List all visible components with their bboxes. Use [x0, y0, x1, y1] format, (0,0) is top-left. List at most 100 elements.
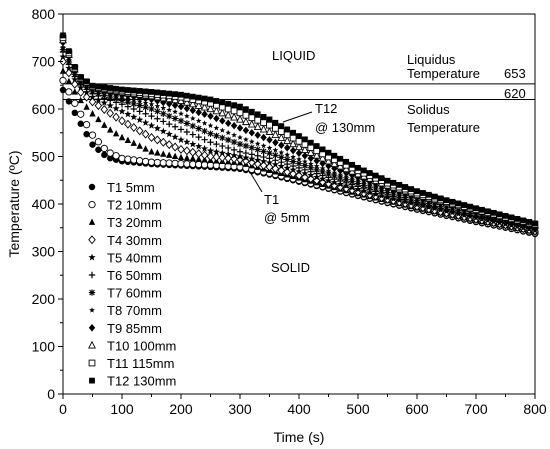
data-point [254, 140, 261, 147]
data-point [343, 158, 350, 165]
y-axis: 0 100 200 300 400 500 600 700 800 [32, 6, 63, 402]
data-point [172, 108, 178, 115]
data-point [207, 112, 214, 120]
data-point [118, 133, 126, 141]
data-point [213, 114, 220, 123]
data-point [154, 108, 161, 115]
data-point [189, 147, 197, 157]
data-point [349, 161, 355, 168]
data-point [166, 106, 173, 113]
data-point [319, 168, 326, 176]
data-point [272, 138, 279, 147]
data-point [184, 92, 190, 99]
legend-marker [88, 235, 96, 245]
x-tick-label: 500 [346, 401, 370, 417]
data-point [166, 151, 173, 158]
data-point [201, 95, 208, 102]
data-point [106, 101, 114, 109]
legend-marker [88, 271, 96, 279]
data-point [236, 154, 244, 164]
data-point [166, 112, 173, 120]
data-point [153, 158, 162, 167]
legend-marker [88, 218, 96, 225]
data-point [360, 182, 368, 189]
legend-label: T7 60mm [107, 286, 162, 301]
data-point [172, 91, 178, 98]
data-point [313, 163, 320, 169]
data-point [313, 166, 320, 174]
data-point [242, 153, 250, 161]
data-point [302, 158, 308, 165]
data-point [300, 145, 309, 154]
data-point [266, 144, 273, 151]
data-point [195, 142, 203, 150]
data-point [130, 113, 138, 121]
data-point [89, 110, 96, 117]
data-point [284, 126, 291, 133]
data-point [254, 156, 262, 164]
data-point [342, 183, 350, 193]
data-point [124, 110, 132, 118]
data-point [59, 86, 67, 94]
data-point [301, 162, 309, 169]
data-point [272, 152, 279, 159]
y-tick-label: 400 [32, 196, 56, 212]
data-point [153, 135, 162, 145]
legend-label: T6 50mm [107, 268, 162, 283]
data-point [166, 120, 173, 128]
data-point [142, 145, 149, 152]
solidus-value-label: 620 [504, 86, 526, 101]
data-point [324, 156, 333, 165]
data-point [278, 149, 285, 155]
data-point [195, 155, 202, 162]
data-point [490, 209, 497, 216]
data-point [165, 159, 173, 167]
data-point [130, 156, 138, 164]
data-point [177, 159, 185, 168]
data-point [112, 112, 120, 122]
data-point [230, 107, 238, 115]
data-point [213, 140, 220, 148]
data-point [118, 97, 126, 104]
data-point [407, 195, 415, 203]
data-point [289, 158, 297, 165]
data-point [295, 149, 303, 157]
legend-item: T5 40mm [88, 250, 162, 265]
data-point [390, 191, 397, 198]
data-point [313, 157, 320, 165]
data-point [266, 116, 273, 123]
data-point [254, 152, 261, 159]
data-point [148, 95, 155, 104]
data-point [253, 122, 262, 131]
data-point [265, 127, 274, 135]
data-point [225, 129, 232, 136]
data-point [473, 205, 479, 212]
data-point [59, 46, 67, 53]
y-tick-label: 500 [32, 149, 56, 165]
legend-label: T4 30mm [107, 233, 162, 248]
data-point [165, 130, 173, 138]
data-point [136, 116, 144, 123]
legend-marker [89, 377, 95, 384]
y-tick-label: 200 [32, 291, 56, 307]
data-point [278, 141, 285, 149]
data-point [225, 136, 232, 144]
data-point [201, 110, 208, 119]
x-tick-label: 400 [287, 401, 311, 417]
y-tick-label: 0 [47, 386, 55, 402]
data-point [230, 138, 238, 146]
data-point [201, 127, 208, 135]
legend-item: T12 130mm [89, 374, 176, 389]
liquidus-value-label: 653 [504, 66, 526, 81]
data-point [141, 129, 150, 139]
data-point [160, 118, 167, 125]
data-point [107, 93, 114, 101]
data-point [266, 149, 273, 157]
data-point [225, 100, 232, 107]
y-tick-label: 600 [32, 101, 56, 117]
data-point [71, 79, 79, 89]
data-point [89, 82, 96, 89]
data-point [319, 165, 326, 171]
data-point [230, 146, 238, 154]
